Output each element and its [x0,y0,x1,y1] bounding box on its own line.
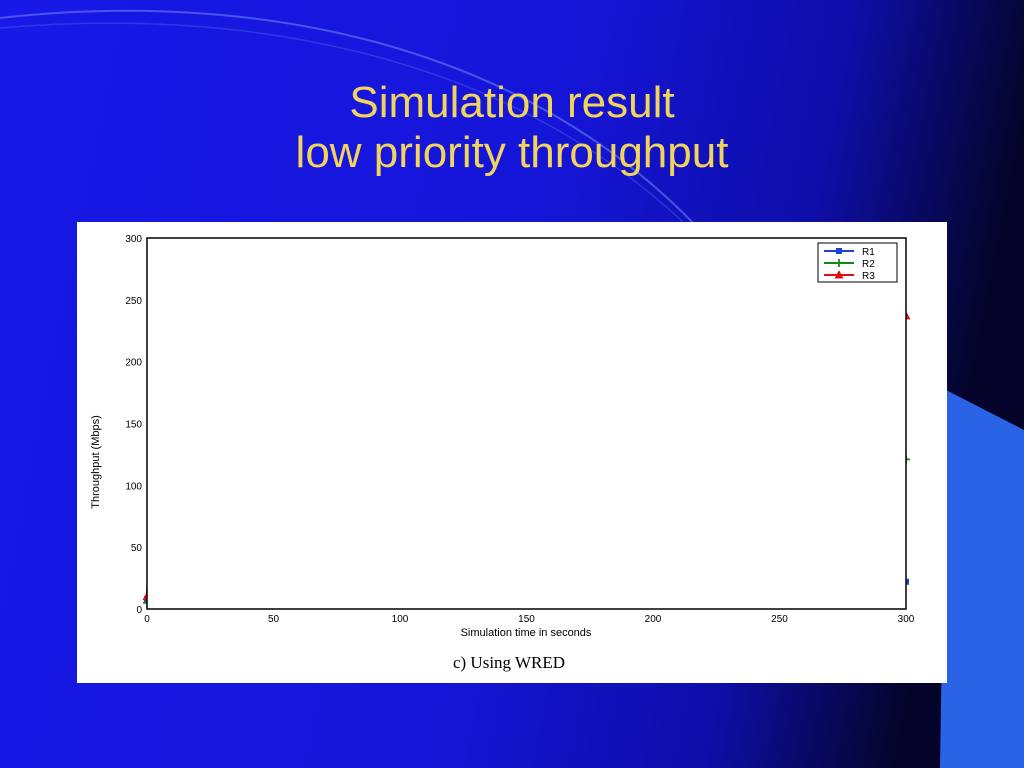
x-tick-label: 250 [771,614,788,625]
y-tick-label: 250 [125,296,142,307]
y-tick-label: 200 [125,358,142,369]
legend-marker [834,270,844,279]
y-tick-label: 300 [125,234,142,245]
x-tick-label: 0 [144,614,150,625]
x-tick-label: 100 [392,614,409,625]
title-line-1: Simulation result [349,78,675,127]
y-tick-label: 50 [131,543,143,554]
axis-layer: 0 50 100 150 200 250 300 0 50 100 150 200 250 300 [125,234,914,625]
legend-marker [836,248,842,254]
x-tick-label: 200 [645,614,662,625]
y-tick-label: 100 [125,481,142,492]
legend-label: R2 [862,259,875,270]
title-line-2: low priority throughput [295,128,729,177]
x-tick-label: 150 [518,614,535,625]
slide-title: Simulation result low priority throughpu… [0,78,1024,178]
decorative-corner-shape [940,390,1024,768]
legend-marker [835,259,843,267]
y-tick-label: 150 [125,420,142,431]
plot-frame [146,237,907,610]
legend-label: R1 [862,247,875,258]
x-axis-label: Simulation time in seconds [461,627,592,639]
decorative-swoosh [0,22,721,261]
chart-caption: c) Using WRED [453,653,565,672]
y-tick-label: 0 [136,605,142,616]
chart-panel: 0 50 100 150 200 250 300 0 50 100 150 200 250 300 R1 R… [77,222,947,683]
x-tick-label: 50 [268,614,280,625]
x-tick-label: 300 [898,614,915,625]
y-axis-label: Throughput (Mbps) [90,415,102,509]
decorative-swoosh [0,9,701,231]
legend-label: R3 [862,271,875,282]
